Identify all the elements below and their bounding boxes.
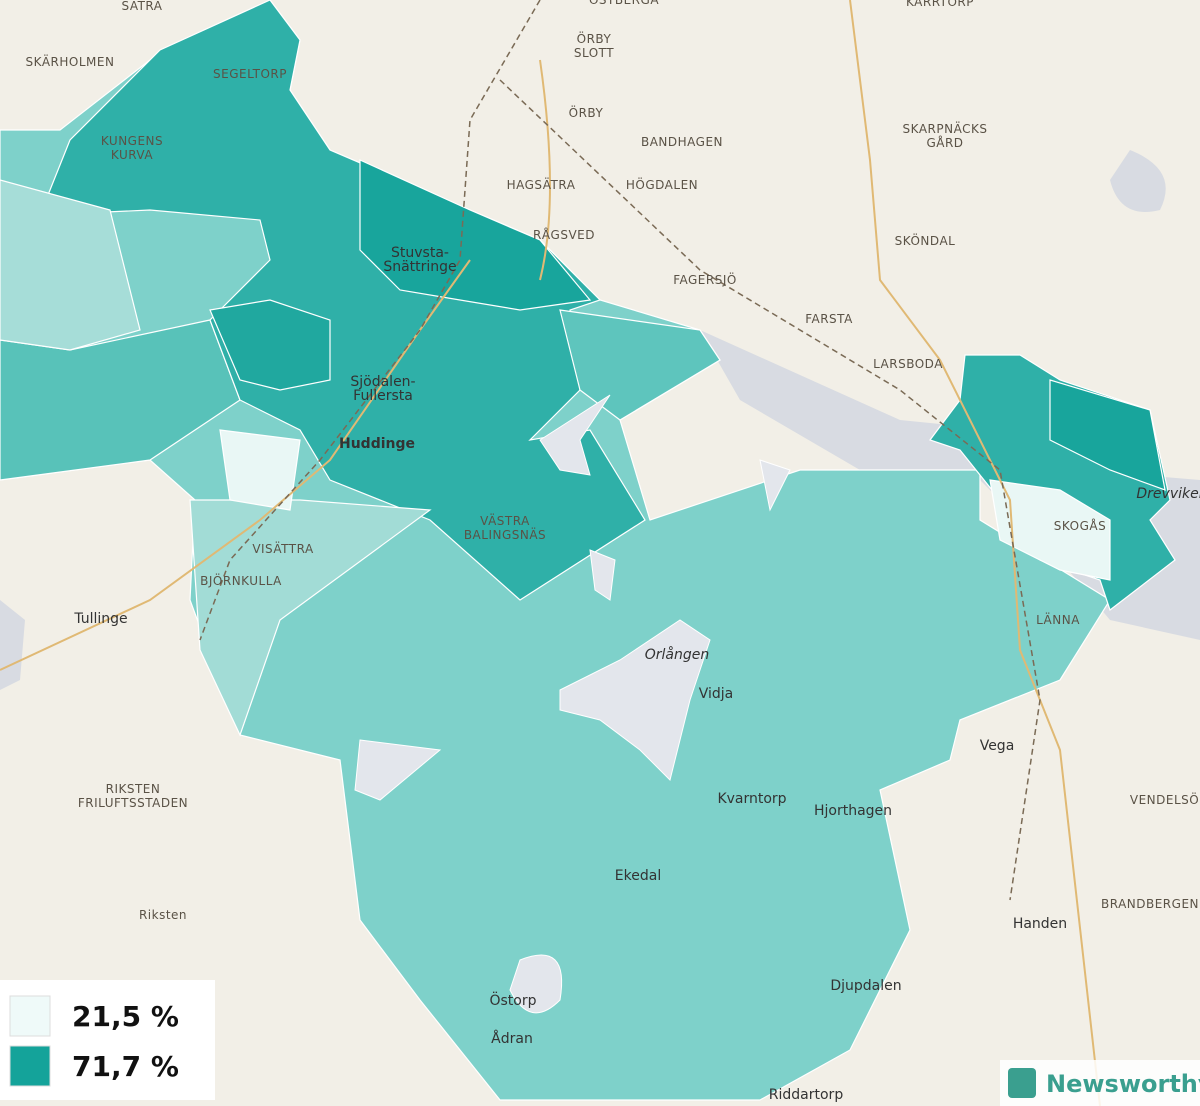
place-label: ÖSTBERGA	[589, 0, 659, 7]
brand-icon	[1008, 1068, 1036, 1098]
place-label: KARRTORP	[906, 0, 974, 9]
place-label: Snättringe	[383, 259, 456, 275]
regions	[0, 0, 1176, 1101]
legend-label: 71,7 %	[72, 1050, 179, 1083]
place-label: BRANDBERGEN	[1101, 897, 1199, 911]
place-label: Tullinge	[73, 611, 127, 627]
legend: 21,5 % 71,7 %	[0, 980, 215, 1100]
place-label: SKÄRHOLMEN	[26, 54, 115, 69]
legend-swatch	[9, 1045, 51, 1087]
place-label: BJÖRNKULLA	[200, 572, 282, 588]
place-label: BALINGSNÄS	[464, 527, 546, 542]
place-label: Hjorthagen	[814, 803, 892, 819]
place-label: SLOTT	[574, 46, 614, 60]
place-label: LARSBODA	[873, 357, 943, 371]
legend-swatch	[9, 995, 51, 1037]
place-label: Kvarntorp	[717, 791, 786, 807]
brand-name: Newsworthy	[1046, 1070, 1200, 1098]
place-label: SKÖNDAL	[895, 232, 956, 248]
place-label: KURVA	[111, 148, 153, 162]
place-label: VISÄTTRA	[252, 541, 314, 556]
place-label: RIKSTEN	[106, 782, 161, 796]
place-label: HÖGDALEN	[626, 176, 698, 192]
lakes	[354, 394, 791, 1014]
place-label: VÄSTRA	[480, 513, 530, 528]
place-label: RÅGSVED	[533, 227, 595, 242]
place-label: BANDHAGEN	[641, 135, 723, 149]
place-label: Ådran	[491, 1030, 533, 1047]
place-label: SKARPNÄCKS	[903, 121, 988, 136]
roads	[0, 0, 1101, 1106]
place-label: Sjödalen-	[350, 374, 415, 390]
place-label: GÅRD	[926, 135, 963, 150]
place-label: VENDELSÖM	[1130, 791, 1200, 807]
place-label: HAGSÄTRA	[507, 177, 576, 192]
legend-label: 21,5 %	[72, 1000, 179, 1033]
place-label: Vidja	[699, 686, 734, 702]
place-label: Stuvsta-	[391, 245, 449, 261]
place-label: Drevviken	[1136, 486, 1200, 502]
place-label: SÄTRA	[121, 0, 162, 13]
place-label: FAGERSJÖ	[673, 271, 737, 287]
place-label: SKOGÅS	[1054, 518, 1106, 533]
railways	[199, 0, 1041, 901]
place-label: Orlången	[645, 646, 710, 663]
place-label: FARSTA	[805, 312, 853, 326]
legend-items: 21,5 % 71,7 %	[9, 995, 179, 1087]
place-label: LÄNNA	[1036, 612, 1080, 627]
place-label: KUNGENS	[101, 134, 163, 148]
place-label: Huddinge	[339, 436, 415, 452]
place-label: SEGELTORP	[213, 67, 287, 81]
place-label: Östorp	[489, 991, 536, 1009]
place-label: ÖRBY	[569, 104, 604, 120]
place-label: Djupdalen	[830, 978, 901, 994]
place-label: FRILUFTSSTADEN	[78, 796, 188, 810]
brand: Newsworthy	[1000, 1060, 1200, 1106]
place-label: Riddartorp	[769, 1087, 844, 1103]
place-label: Handen	[1013, 916, 1067, 932]
place-label: Riksten	[139, 908, 187, 922]
place-label: ÖRBY	[577, 30, 612, 46]
place-label: Vega	[980, 738, 1015, 754]
place-label: Fullersta	[353, 388, 413, 404]
place-label: Ekedal	[615, 868, 661, 884]
